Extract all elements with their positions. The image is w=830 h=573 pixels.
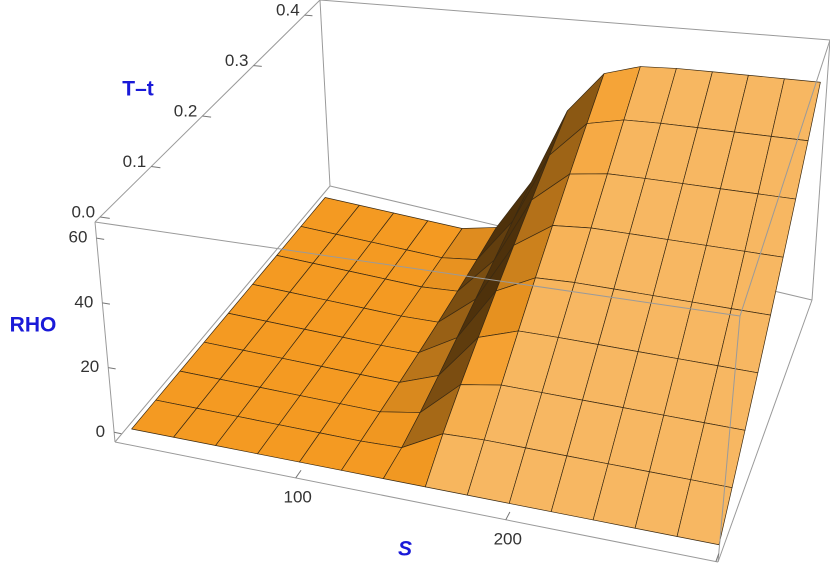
surface [131, 66, 821, 546]
surface-patch [676, 479, 733, 546]
x-tick-label: 300 [704, 571, 732, 573]
box-edge [717, 299, 813, 563]
box-edge [717, 315, 741, 563]
x-tick [715, 553, 720, 562]
z-tick [114, 431, 122, 435]
box-edge [811, 39, 830, 301]
z-tick [96, 237, 105, 240]
x-axis-label: S [398, 538, 412, 561]
z-tick-label: 20 [80, 357, 99, 376]
x-tick [505, 511, 511, 521]
y-tick [304, 14, 313, 17]
y-tick [100, 216, 110, 219]
x-tick-label: 100 [284, 487, 312, 506]
front-layer: 100 200 300 0.0 0.1 0.2 0.3 0.4 0 20 40 60 [69, 1, 830, 573]
z-tick [102, 302, 110, 305]
x-tick [295, 469, 302, 479]
box-edge [94, 0, 321, 223]
y-tick-label: 0.1 [123, 152, 147, 171]
box-edge [114, 441, 719, 563]
y-tick [151, 166, 161, 169]
x-tick-label: 200 [494, 529, 522, 548]
y-tick-label: 0.3 [225, 51, 249, 70]
box-edge [319, 0, 331, 187]
y-tick [253, 65, 262, 67]
z-tick-label: 0 [96, 422, 105, 441]
y-tick [202, 115, 212, 118]
box-edge [319, 0, 830, 41]
box-edge [94, 221, 741, 317]
y-tick-label: 0.0 [71, 202, 95, 221]
y-axis-label: T–t [122, 78, 154, 101]
y-tick-label: 0.2 [174, 102, 198, 121]
box-edge [114, 185, 331, 443]
z-tick-label: 40 [74, 292, 93, 311]
box-edge [739, 39, 830, 317]
z-tick [108, 367, 116, 370]
box-edge [94, 221, 116, 443]
y-tick-label: 0.4 [276, 1, 300, 20]
z-tick-label: 60 [69, 228, 88, 247]
z-axis-label: RHO [10, 314, 57, 337]
